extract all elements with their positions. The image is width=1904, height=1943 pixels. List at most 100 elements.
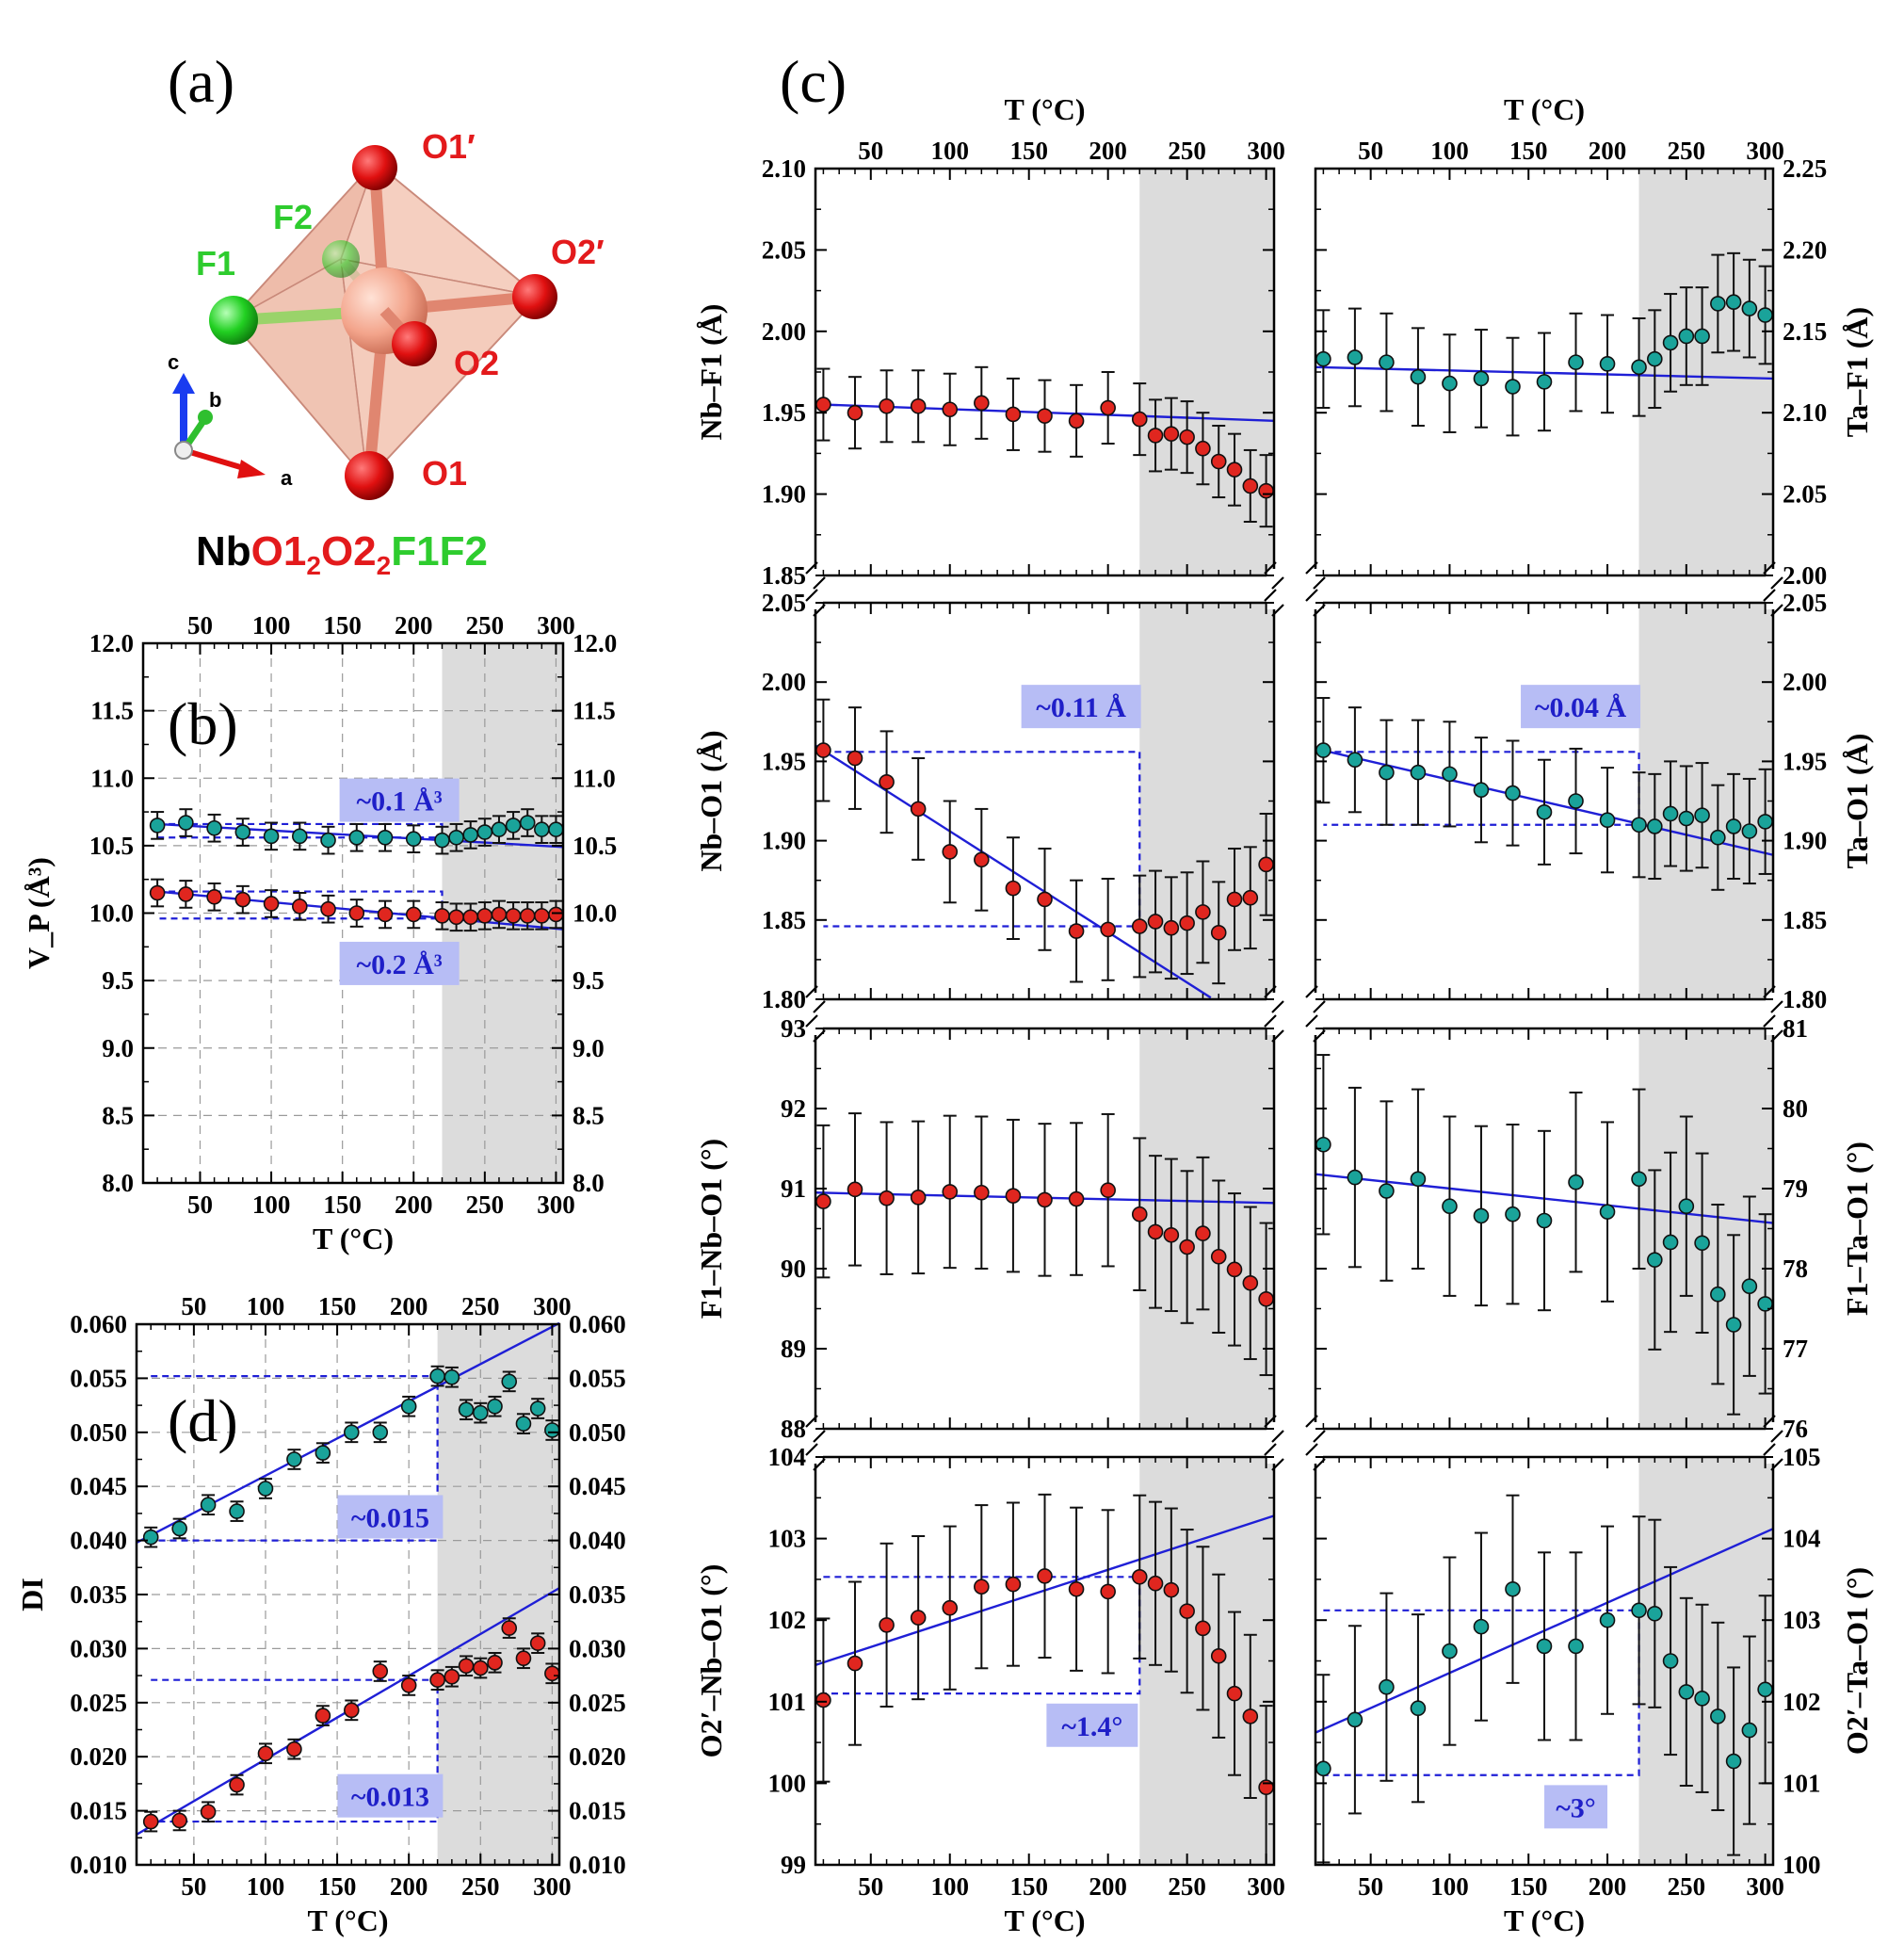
y-tick-label-right: 81 — [1783, 1014, 1808, 1043]
data-point — [1068, 1580, 1085, 1597]
data-point — [320, 832, 336, 849]
data-point — [1741, 1278, 1758, 1294]
o2-atom — [392, 321, 437, 366]
chart-c-o2p-nb-o1: ~1.4° 50 100 150 200 250 300 99 100 101 102 103 104 T… — [694, 1443, 1285, 1937]
y-tick-label: 101 — [768, 1688, 807, 1716]
y-tick-label-right: 0.060 — [569, 1310, 626, 1338]
x-tick-label-top: 200 — [1589, 137, 1627, 165]
axis-break-mark — [805, 1415, 818, 1428]
x-axis-title: T (°C) — [308, 1903, 389, 1937]
data-point — [1195, 1225, 1211, 1241]
data-point — [1599, 1204, 1616, 1220]
y-tick-label-right: 2.20 — [1783, 235, 1827, 264]
data-point — [1163, 1227, 1180, 1243]
data-point — [429, 1672, 445, 1688]
x-tick-label: 150 — [1509, 1872, 1548, 1901]
data-point — [487, 1655, 503, 1671]
y-tick-label: 93 — [781, 1014, 806, 1043]
shaded-region — [1638, 1457, 1773, 1865]
data-point — [229, 1503, 245, 1519]
y-tick-label: 9.0 — [102, 1034, 134, 1062]
data-point — [315, 1708, 331, 1724]
axis-b-label: b — [209, 388, 221, 412]
x-tick-label-top: 100 — [247, 1292, 285, 1320]
y-tick-label-right: 0.040 — [569, 1527, 626, 1555]
x-tick-label-top: 300 — [537, 611, 575, 640]
data-point — [405, 831, 422, 848]
data-point — [1037, 891, 1053, 908]
y-tick-label-right: 2.15 — [1783, 317, 1827, 346]
x-tick-label: 150 — [323, 1190, 362, 1219]
y-tick-label-right: 2.05 — [1783, 480, 1827, 509]
y-tick-label-right: 105 — [1783, 1443, 1821, 1471]
data-point — [942, 401, 959, 418]
x-tick-label-top: 150 — [1009, 137, 1048, 165]
data-point — [1258, 1291, 1274, 1307]
data-point — [534, 821, 550, 837]
data-point — [476, 908, 493, 924]
data-point — [1631, 359, 1647, 376]
axis-break-mark — [1305, 985, 1318, 998]
label-f1: F1 — [196, 244, 235, 283]
data-point — [1473, 782, 1490, 799]
x-tick-label: 50 — [858, 1872, 883, 1901]
y-axis-title: Nb–O1 (Å) — [694, 730, 728, 871]
data-point — [544, 1422, 560, 1438]
y-tick-label-right: 77 — [1783, 1335, 1808, 1363]
axis-break-mark — [1763, 1443, 1776, 1456]
y-tick-label-right: 11.0 — [573, 764, 616, 792]
data-point — [1179, 1239, 1195, 1255]
axis-break-mark — [813, 1000, 826, 1013]
data-point — [206, 889, 222, 905]
chart-c-f1-ta-o1: 76 77 78 79 80 81 F1–Ta–O1 (°) — [1305, 1014, 1874, 1443]
data-point — [1147, 428, 1164, 444]
data-point — [1473, 1618, 1490, 1635]
data-point — [344, 1702, 360, 1719]
y-tick-label: 0.030 — [70, 1634, 127, 1662]
data-point — [1647, 1252, 1663, 1268]
axis-break-mark — [1271, 1458, 1284, 1471]
shaded-region — [1638, 603, 1773, 999]
data-point — [1741, 823, 1758, 839]
y-tick-label: 2.05 — [762, 235, 806, 264]
y-tick-label: 90 — [781, 1255, 806, 1283]
x-tick-label-top: 50 — [858, 137, 883, 165]
x-tick-label: 150 — [318, 1872, 357, 1901]
data-point — [1725, 294, 1742, 310]
data-point — [1210, 924, 1227, 941]
delta-bracket — [151, 1678, 439, 1823]
data-point — [1678, 1198, 1695, 1214]
annotation-label: ~3° — [1556, 1792, 1596, 1823]
annotation-box — [339, 941, 460, 985]
data-point — [171, 1520, 187, 1537]
x-tick-label: 250 — [1168, 1872, 1206, 1901]
y-tick-label-right: 0.035 — [569, 1580, 626, 1609]
data-point — [1242, 478, 1259, 494]
x-tick-label: 200 — [1089, 1872, 1127, 1901]
data-point — [1662, 1653, 1679, 1669]
x-axis-title: T (°C) — [1005, 1903, 1086, 1937]
axis-break-mark — [1305, 1443, 1318, 1456]
x-tick-label-top: 250 — [466, 611, 505, 640]
data-point — [1725, 818, 1742, 834]
data-point — [400, 1677, 417, 1693]
y-tick-label-right: 0.025 — [569, 1689, 626, 1717]
data-point — [1678, 810, 1695, 827]
y-tick-label-right: 104 — [1783, 1525, 1821, 1553]
x-tick-label: 50 — [187, 1190, 213, 1219]
data-point — [1568, 1174, 1584, 1190]
data-point — [229, 1776, 245, 1793]
y-tick-label-right: 11.5 — [573, 697, 616, 725]
panel-a-label: (a) — [168, 48, 234, 115]
data-point — [974, 851, 990, 868]
y-tick-label-right: 1.85 — [1783, 906, 1827, 934]
data-point — [1210, 1648, 1227, 1664]
shaded-region — [1139, 603, 1274, 999]
y-tick-label-right: 100 — [1783, 1851, 1821, 1879]
axis-break-mark — [813, 576, 826, 590]
data-point — [534, 908, 550, 924]
data-point — [1068, 923, 1085, 939]
y-tick-label: 0.045 — [70, 1472, 127, 1500]
x-tick-label: 300 — [1247, 1872, 1285, 1901]
y-tick-label: 11.5 — [90, 697, 134, 725]
